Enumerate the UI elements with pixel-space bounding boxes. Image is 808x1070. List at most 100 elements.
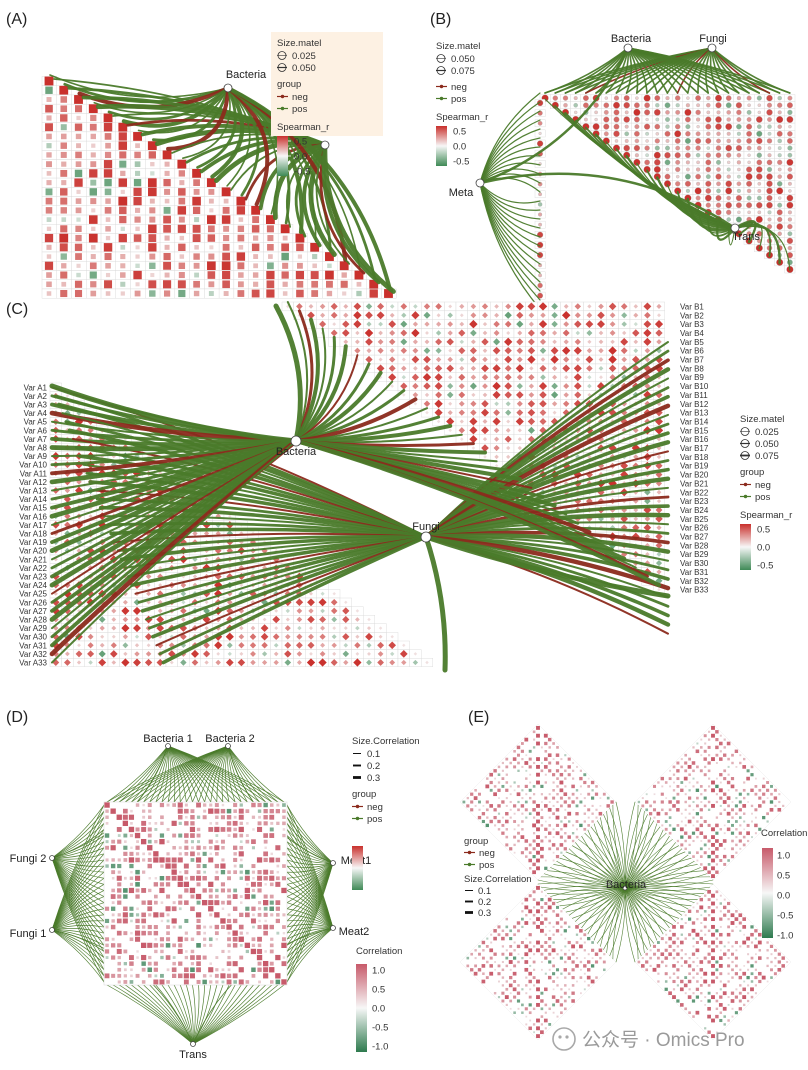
heatmap-marker xyxy=(654,138,660,144)
heatmap-marker xyxy=(220,869,226,875)
heatmap-marker xyxy=(695,173,701,180)
heatmap-marker xyxy=(282,864,286,868)
heatmap-marker xyxy=(148,187,157,197)
heatmap-marker xyxy=(493,320,500,328)
heatmap-marker xyxy=(787,145,793,151)
heatmap-marker xyxy=(177,206,187,215)
heatmap-marker xyxy=(608,346,617,355)
heatmap-marker xyxy=(493,815,497,820)
heatmap-marker xyxy=(130,968,133,972)
panel-d-heatmap xyxy=(103,801,288,986)
heatmap-marker xyxy=(654,95,661,102)
heatmap-marker xyxy=(735,195,742,202)
heatmap-marker xyxy=(134,930,141,936)
legend-group-label: neg xyxy=(451,82,467,93)
heatmap-marker xyxy=(202,864,207,869)
heatmap-marker xyxy=(257,967,262,972)
heatmap-marker xyxy=(236,196,246,206)
heatmap-marker xyxy=(238,217,244,222)
heatmap-marker xyxy=(208,808,214,814)
heatmap-marker xyxy=(756,137,763,145)
heatmap-marker xyxy=(245,980,250,984)
heatmap-marker xyxy=(141,912,146,918)
heatmap-marker xyxy=(548,746,551,749)
heatmap-marker xyxy=(384,289,393,298)
heatmap-marker xyxy=(756,152,762,158)
heatmap-marker xyxy=(214,973,219,978)
heatmap-marker xyxy=(192,224,201,233)
heatmap-marker xyxy=(517,437,522,442)
heatmap-marker xyxy=(221,907,225,910)
heatmap-marker xyxy=(552,773,556,777)
heatmap-marker xyxy=(389,312,395,318)
heatmap-marker xyxy=(544,773,547,776)
panel-b-heatmap xyxy=(534,94,796,351)
heatmap-marker xyxy=(620,303,628,310)
heatmap-marker xyxy=(282,833,286,838)
heatmap-marker xyxy=(377,347,384,354)
heatmap-marker xyxy=(130,846,133,849)
heatmap-marker xyxy=(91,143,96,148)
heatmap-marker xyxy=(696,160,700,165)
heatmap-marker xyxy=(135,913,140,917)
heatmap-marker xyxy=(757,188,762,193)
heatmap-marker xyxy=(251,937,256,942)
heatmap-marker xyxy=(75,151,82,159)
heatmap-marker xyxy=(105,925,109,929)
heatmap-marker xyxy=(226,827,232,832)
heatmap-marker xyxy=(665,117,670,122)
heatmap-marker xyxy=(215,815,219,819)
heatmap-marker xyxy=(268,254,273,259)
heatmap-marker xyxy=(189,887,196,894)
heatmap-marker xyxy=(190,967,195,973)
heatmap-marker xyxy=(312,263,317,269)
heatmap-marker xyxy=(281,979,287,985)
heatmap-marker xyxy=(777,110,782,115)
heatmap-marker xyxy=(141,918,147,924)
heatmap-marker xyxy=(339,261,349,271)
panel-c-legend: Size.matel0.0250.0500.075groupnegposSpea… xyxy=(740,414,792,572)
heatmap-marker xyxy=(756,95,762,101)
heatmap-marker xyxy=(160,973,164,978)
heatmap-marker xyxy=(725,144,732,152)
heatmap-marker xyxy=(633,437,638,442)
heatmap-marker xyxy=(539,391,547,399)
heatmap-marker xyxy=(60,188,68,196)
legend-colorbar-label: -0.5 xyxy=(294,167,310,178)
heatmap-marker xyxy=(183,979,189,985)
heatmap-marker xyxy=(643,337,652,346)
heatmap-marker xyxy=(528,462,535,470)
heatmap-marker xyxy=(269,827,274,832)
panel-a-legend: Size.matel0.0250.050groupnegposSpearman_… xyxy=(271,32,383,178)
heatmap-marker xyxy=(74,178,83,187)
network-edge xyxy=(479,182,541,310)
heatmap-marker xyxy=(281,937,286,942)
heatmap-marker xyxy=(214,876,220,881)
heatmap-marker xyxy=(103,123,113,132)
heatmap-marker xyxy=(153,900,158,905)
heatmap-marker xyxy=(117,900,122,905)
heatmap-marker xyxy=(111,937,115,941)
heatmap-marker xyxy=(355,339,360,345)
heatmap-marker xyxy=(715,173,722,180)
heatmap-marker xyxy=(756,145,762,151)
heatmap-marker xyxy=(675,95,681,101)
heatmap-marker xyxy=(756,130,763,137)
heatmap-marker xyxy=(178,900,183,905)
heatmap-marker xyxy=(696,167,701,172)
heatmap-marker xyxy=(705,138,712,144)
heatmap-marker xyxy=(251,802,256,808)
heatmap-marker xyxy=(105,858,109,862)
heatmap-marker xyxy=(257,901,262,905)
legend-colorbar-label: -1.0 xyxy=(372,1042,388,1053)
heatmap-marker xyxy=(136,950,139,953)
heatmap-marker xyxy=(276,870,280,874)
heatmap-marker xyxy=(501,769,504,772)
heatmap-marker xyxy=(665,145,670,151)
heatmap-marker xyxy=(685,188,690,193)
heatmap-marker xyxy=(297,313,302,318)
heatmap-marker xyxy=(275,979,281,985)
heatmap-marker xyxy=(504,373,512,381)
heatmap-marker xyxy=(505,765,509,769)
heatmap-marker xyxy=(613,144,620,152)
